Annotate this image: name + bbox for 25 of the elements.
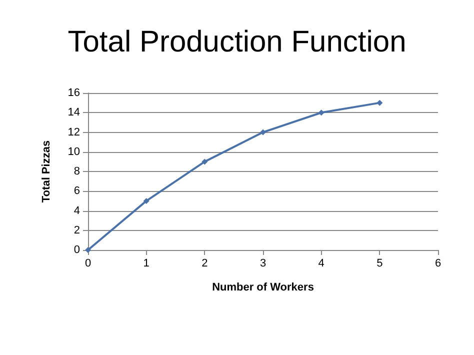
y-axis-title: Total Pizzas xyxy=(40,140,52,203)
y-tick-label: 8 xyxy=(74,166,80,178)
point xyxy=(318,110,324,116)
x-tick-label: 6 xyxy=(434,258,442,270)
chart-title: Total Production Function xyxy=(68,26,406,58)
y-tick-label: 12 xyxy=(68,126,80,138)
point xyxy=(202,158,208,165)
x-tick-label: 3 xyxy=(260,258,266,270)
x-tick-label: 1 xyxy=(143,258,150,270)
point xyxy=(143,198,150,204)
y-tick-label: 16 xyxy=(68,87,80,99)
point xyxy=(260,129,266,136)
point xyxy=(85,247,91,253)
x-axis-title: Number of Workers xyxy=(212,282,314,294)
y-tick-label: 0 xyxy=(74,244,80,256)
y-tick-label: 6 xyxy=(74,185,80,198)
y-tick-label: 2 xyxy=(74,224,80,236)
point xyxy=(376,100,383,106)
y-tick-label: 14 xyxy=(68,106,80,119)
x-tick-label: 0 xyxy=(84,258,92,270)
x-tick-label: 4 xyxy=(318,258,324,270)
x-tick-label: 5 xyxy=(376,258,383,270)
x-tick-label: 2 xyxy=(202,258,208,270)
y-tick-label: 10 xyxy=(68,146,80,158)
y-tick-label: 4 xyxy=(74,204,80,217)
